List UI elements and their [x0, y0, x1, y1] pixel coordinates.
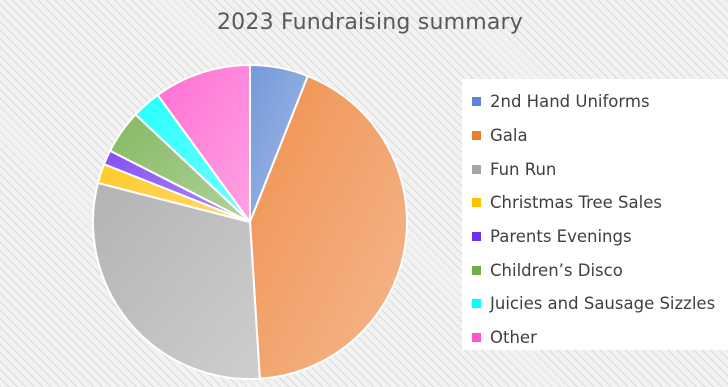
- legend-item: Other: [472, 321, 728, 355]
- legend-swatch: [472, 333, 481, 343]
- legend-label: Christmas Tree Sales: [490, 193, 662, 213]
- legend-label: Fun Run: [490, 159, 557, 179]
- legend-label: Other: [490, 328, 537, 348]
- legend-item: Parents Evenings: [472, 220, 728, 254]
- legend-swatch: [472, 97, 481, 107]
- pie-slice-2: [92, 181, 261, 380]
- legend-label: Gala: [490, 126, 528, 146]
- chart-title: 2023 Fundraising summary: [216, 10, 523, 35]
- pie-slice-7: [156, 63, 251, 226]
- legend-item: 2nd Hand Uniforms: [472, 85, 728, 119]
- legend-label: Children’s Disco: [490, 260, 623, 280]
- legend-label: Parents Evenings: [490, 227, 632, 247]
- legend-swatch: [472, 198, 481, 208]
- legend-swatch: [472, 131, 481, 141]
- pie-slice-1: [248, 74, 408, 380]
- legend-label: 2nd Hand Uniforms: [490, 92, 650, 112]
- legend-item: Christmas Tree Sales: [472, 186, 728, 220]
- legend: 2nd Hand Uniforms Gala Fun Run Christmas Tr…: [462, 79, 728, 350]
- legend-item: Fun Run: [472, 152, 728, 186]
- legend-item: Gala: [472, 119, 728, 153]
- legend-swatch: [472, 232, 481, 242]
- legend-swatch: [472, 265, 481, 275]
- legend-swatch: [472, 299, 481, 309]
- legend-label: Juicies and Sausage Sizzles: [490, 294, 716, 314]
- legend-item: Children’s Disco: [472, 253, 728, 287]
- legend-swatch: [472, 164, 481, 174]
- legend-item: Juicies and Sausage Sizzles: [472, 287, 728, 321]
